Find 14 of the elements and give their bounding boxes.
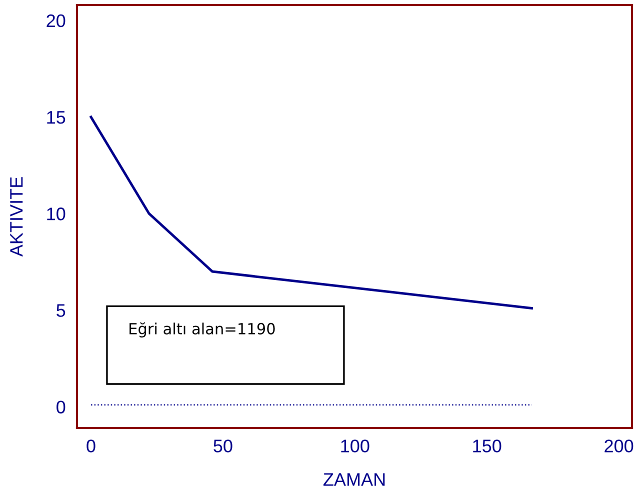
- x-tick-label: 150: [473, 440, 502, 452]
- y-tick-label: 15: [47, 111, 66, 124]
- y-tick-label: 10: [47, 208, 66, 220]
- x-axis-title: ZAMAN: [323, 473, 385, 486]
- x-tick-label: 100: [341, 440, 370, 452]
- x-tick-label: 0: [86, 440, 96, 452]
- y-axis-title: AKTIVITE: [10, 177, 23, 257]
- x-tick-label: 200: [604, 440, 634, 452]
- line-series: [90, 116, 533, 310]
- annotation: Eğri altı alan=1190: [130, 322, 275, 338]
- y-tick-label: 20: [46, 14, 66, 28]
- y-tick-label: 5: [56, 304, 66, 317]
- y-tick-label: 0: [56, 400, 66, 414]
- x-tick-label: 50: [214, 440, 232, 452]
